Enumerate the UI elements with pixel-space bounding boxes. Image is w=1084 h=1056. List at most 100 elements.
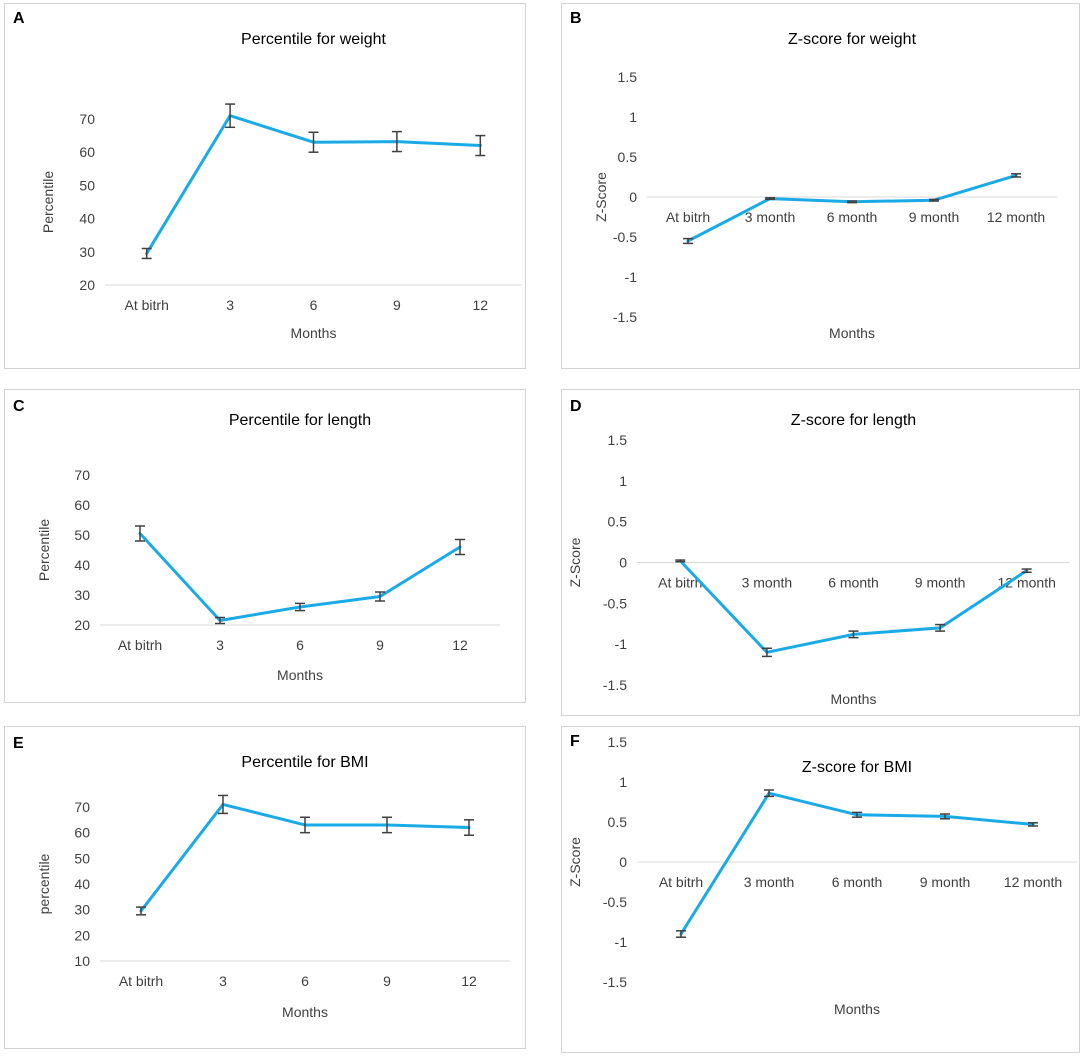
y-axis-title: percentile xyxy=(36,853,52,914)
x-tick-label: 6 xyxy=(301,973,309,989)
chart-zscore-length: Z-score for length -1.5 -1 -0.5 0 0.5 1 1.5 At b… xyxy=(567,412,1070,707)
y-tick-label: 1 xyxy=(629,109,637,125)
x-tick-label: 6 xyxy=(296,637,304,653)
y-tick-label: 1 xyxy=(619,774,627,790)
chart-percentile-length: Percentile for length 20 30 40 50 60 70 At bitr… xyxy=(36,412,500,683)
x-tick-label: 3 month xyxy=(744,874,795,890)
x-tick-label: 12 xyxy=(473,297,489,313)
x-axis-title: Months xyxy=(277,667,323,683)
x-tick-label: 3 month xyxy=(742,575,793,591)
y-axis-title: Percentile xyxy=(40,171,56,233)
y-tick-label: 30 xyxy=(74,902,90,918)
x-tick-label: 12 month xyxy=(987,209,1045,225)
x-tick-label: 12 month xyxy=(1004,874,1062,890)
y-tick-label: 1.5 xyxy=(608,734,628,750)
y-tick-label: 30 xyxy=(74,587,90,603)
chart-title: Percentile for BMI xyxy=(241,754,368,771)
x-tick-label: 9 xyxy=(393,297,401,313)
x-tick-label: 3 xyxy=(216,637,224,653)
chart-percentile-weight: Percentile for weight 20 30 40 50 60 70 At bitr… xyxy=(40,31,522,341)
y-tick-label: 1.5 xyxy=(608,432,628,448)
y-axis-title: Z-Score xyxy=(567,837,583,887)
panel-label: B xyxy=(570,10,582,27)
chart-title: Z-score for length xyxy=(791,412,916,429)
y-axis-title: Percentile xyxy=(36,519,52,581)
y-tick-label: -1 xyxy=(625,269,638,285)
panel-label: D xyxy=(570,398,582,415)
chart-percentile-bmi: Percentile for BMI 10 20 30 40 50 60 70 At bitrh… xyxy=(36,754,510,1020)
y-tick-label: 0.5 xyxy=(618,149,638,165)
x-tick-label: 6 month xyxy=(828,575,879,591)
y-tick-label: 60 xyxy=(74,497,90,513)
panel-label: F xyxy=(570,733,580,750)
y-tick-label: -1 xyxy=(615,636,628,652)
x-tick-label: At bitrh xyxy=(119,973,163,989)
x-tick-label: 12 xyxy=(461,973,477,989)
y-tick-label: 0.5 xyxy=(608,814,628,830)
y-tick-label: -0.5 xyxy=(613,229,637,245)
chart-zscore-weight: Z-score for weight -1.5 -1 -0.5 0 0.5 1 1.5 At b… xyxy=(593,31,1057,341)
y-axis-title: Z-Score xyxy=(567,537,583,587)
x-tick-label: At bitrh xyxy=(125,297,169,313)
panel-a: A Percentile for weight 20 30 40 50 60 70 At bi… xyxy=(4,3,526,369)
y-tick-label: -0.5 xyxy=(603,894,627,910)
y-tick-label: 60 xyxy=(79,144,95,160)
chart-title: Percentile for weight xyxy=(241,31,387,48)
x-axis-title: Months xyxy=(831,691,877,707)
y-tick-label: 20 xyxy=(74,617,90,633)
x-tick-label: 3 xyxy=(226,297,234,313)
chart-title: Z-score for BMI xyxy=(802,759,912,776)
y-tick-label: 1 xyxy=(619,473,627,489)
chart-title: Z-score for weight xyxy=(788,31,917,48)
y-tick-label: -1.5 xyxy=(603,974,627,990)
y-tick-label: 70 xyxy=(79,111,95,127)
y-tick-label: 20 xyxy=(74,927,90,943)
y-tick-label: -1.5 xyxy=(603,677,627,693)
x-tick-label: 12 month xyxy=(998,575,1056,591)
panel-c: C Percentile for length 20 30 40 50 60 70 At bi… xyxy=(4,389,526,703)
x-tick-label: 12 xyxy=(452,637,468,653)
panel-f: F Z-score for BMI -1.5 -1 -0.5 0 0.5 1 1.5 At bi… xyxy=(561,726,1080,1053)
x-tick-label: 6 month xyxy=(827,209,878,225)
x-tick-label: At bitrh xyxy=(658,575,702,591)
y-tick-label: 70 xyxy=(74,467,90,483)
y-tick-label: -1.5 xyxy=(613,309,637,325)
y-tick-label: 40 xyxy=(79,211,95,227)
x-tick-label: 9 month xyxy=(920,874,971,890)
y-tick-label: 70 xyxy=(74,799,90,815)
y-tick-label: -1 xyxy=(615,934,628,950)
x-tick-label: 3 xyxy=(219,973,227,989)
panel-label: C xyxy=(13,398,25,415)
panel-d: D Z-score for length -1.5 -1 -0.5 0 0.5 1 1.5 At… xyxy=(561,389,1080,716)
x-axis-title: Months xyxy=(834,1001,880,1017)
x-tick-label: At bitrh xyxy=(118,637,162,653)
panel-label: A xyxy=(13,10,25,27)
y-tick-label: 50 xyxy=(79,177,95,193)
y-tick-label: 0 xyxy=(619,854,627,870)
y-tick-label: 50 xyxy=(74,850,90,866)
y-tick-label: 0 xyxy=(629,189,637,205)
y-tick-label: 10 xyxy=(74,953,90,969)
chart-title: Percentile for length xyxy=(229,412,371,429)
panel-e: E Percentile for BMI 10 20 30 40 50 60 70 At bit… xyxy=(4,726,526,1049)
x-tick-label: 9 month xyxy=(915,575,966,591)
y-tick-label: 1.5 xyxy=(618,69,638,85)
x-axis-title: Months xyxy=(282,1004,328,1020)
x-axis-title: Months xyxy=(829,325,875,341)
y-tick-label: 0.5 xyxy=(608,514,628,530)
y-tick-label: 0 xyxy=(619,555,627,571)
x-axis-title: Months xyxy=(291,325,337,341)
y-tick-label: 50 xyxy=(74,527,90,543)
x-tick-label: 9 xyxy=(376,637,384,653)
y-tick-label: -0.5 xyxy=(603,595,627,611)
y-axis-title: Z-Score xyxy=(593,172,609,222)
y-tick-label: 60 xyxy=(74,825,90,841)
y-tick-label: 30 xyxy=(79,244,95,260)
x-tick-label: 9 xyxy=(383,973,391,989)
y-tick-label: 40 xyxy=(74,557,90,573)
y-tick-label: 40 xyxy=(74,876,90,892)
x-tick-label: At bitrh xyxy=(666,209,710,225)
x-tick-label: 6 xyxy=(310,297,318,313)
x-tick-label: At bitrh xyxy=(659,874,703,890)
panel-label: E xyxy=(13,735,24,752)
